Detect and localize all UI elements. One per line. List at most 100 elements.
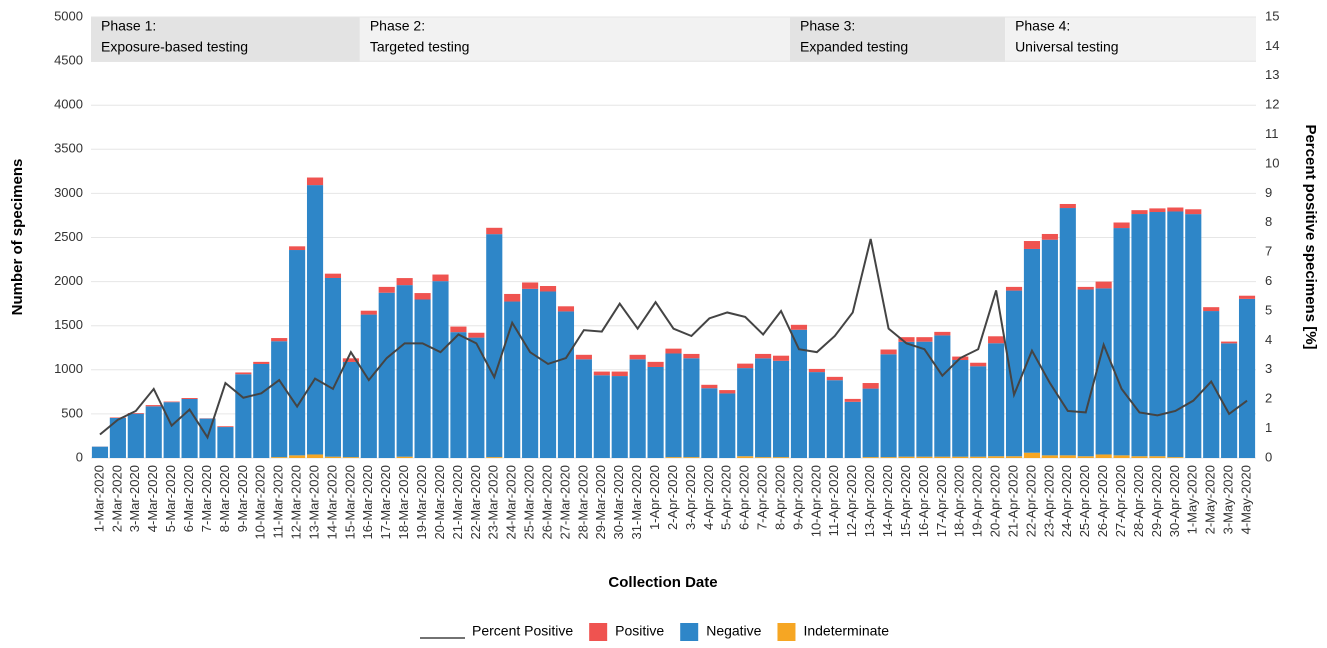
bar-segment (397, 457, 413, 458)
bar-segment (1239, 296, 1255, 299)
bar-segment (397, 285, 413, 457)
bar-segment (325, 457, 341, 458)
bar-segment (701, 388, 717, 458)
bar-segment (1131, 214, 1147, 456)
phase-label: Exposure-based testing (101, 39, 248, 55)
y-tick-label: 3500 (54, 141, 83, 156)
bar-segment (235, 372, 251, 374)
bar-segment (1167, 457, 1183, 458)
x-tick-label: 5-Mar-2020 (163, 465, 178, 532)
bar-segment (307, 178, 323, 186)
bar-segment (845, 399, 861, 402)
x-tick-label: 30-Apr-2020 (1167, 465, 1182, 537)
bar-segment (271, 341, 287, 457)
y2-tick-label: 8 (1265, 214, 1272, 229)
bar-segment (1060, 455, 1076, 458)
bar-segment (881, 457, 897, 458)
bar-segment (325, 274, 341, 278)
bar-segment (1221, 343, 1237, 458)
x-tick-label: 20-Mar-2020 (432, 465, 447, 539)
bar-segment (773, 361, 789, 457)
bar-segment (648, 367, 664, 458)
x-tick-label: 21-Mar-2020 (450, 465, 465, 539)
y-tick-label: 3000 (54, 185, 83, 200)
bar-segment (898, 457, 914, 458)
y2-tick-label: 14 (1265, 38, 1279, 53)
bar-segment (630, 355, 646, 359)
bar-segment (881, 354, 897, 457)
bar-segment (612, 376, 628, 458)
bar-segment (1167, 208, 1183, 212)
x-tick-label: 29-Apr-2020 (1149, 465, 1164, 537)
bar-segment (612, 372, 628, 376)
x-tick-label: 15-Apr-2020 (898, 465, 913, 537)
y2-tick-label: 3 (1265, 361, 1272, 376)
y-tick-label: 2500 (54, 229, 83, 244)
bar-segment (773, 356, 789, 361)
y2-tick-label: 7 (1265, 244, 1272, 259)
bar-segment (773, 457, 789, 458)
bar-segment (755, 358, 771, 457)
bar-segment (1131, 210, 1147, 214)
x-tick-label: 5-Apr-2020 (719, 465, 734, 530)
bar-segment (1221, 342, 1237, 344)
x-tick-label: 18-Apr-2020 (952, 465, 967, 537)
x-tick-label: 22-Mar-2020 (468, 465, 483, 539)
y2-tick-label: 9 (1265, 185, 1272, 200)
x-tick-label: 17-Mar-2020 (378, 465, 393, 539)
bar-segment (630, 359, 646, 458)
phase-title: Phase 2: (370, 18, 425, 34)
bar-segment (665, 457, 681, 458)
bar-segment (719, 390, 735, 393)
bar-segment (952, 457, 968, 458)
bar-segment (522, 289, 538, 458)
x-tick-label: 8-Mar-2020 (217, 465, 232, 532)
bar-segment (755, 457, 771, 458)
bar-segment (791, 325, 807, 330)
bar-segment (217, 427, 233, 458)
bar-segment (379, 293, 395, 458)
x-tick-label: 15-Mar-2020 (342, 465, 357, 539)
bar-segment (1006, 291, 1022, 457)
bar-segment (271, 457, 287, 458)
bar-segment (271, 338, 287, 341)
y2-tick-label: 2 (1265, 391, 1272, 406)
bar-segment (432, 281, 448, 458)
bar-segment (1006, 456, 1022, 458)
y-tick-label: 4000 (54, 97, 83, 112)
bar-segment (1114, 223, 1130, 229)
x-tick-label: 26-Apr-2020 (1095, 465, 1110, 537)
bar-segment (863, 383, 879, 389)
bar-segment (970, 366, 986, 456)
bar-segment (737, 368, 753, 456)
x-tick-label: 3-Apr-2020 (683, 465, 698, 530)
bar-segment (1024, 241, 1040, 249)
x-tick-label: 11-Apr-2020 (826, 465, 841, 536)
bar-segment (289, 455, 305, 458)
x-tick-label: 6-Mar-2020 (181, 465, 196, 532)
legend-swatch (589, 623, 607, 641)
x-tick-label: 12-Apr-2020 (844, 465, 859, 537)
y2-tick-label: 10 (1265, 155, 1279, 170)
bar-segment (683, 354, 699, 358)
x-tick-label: 1-Apr-2020 (647, 465, 662, 530)
x-tick-label: 4-Mar-2020 (145, 465, 160, 532)
x-tick-label: 25-Mar-2020 (522, 465, 537, 539)
y2-tick-label: 6 (1265, 273, 1272, 288)
x-tick-label: 25-Apr-2020 (1077, 465, 1092, 537)
bar-segment (540, 286, 556, 291)
bar-segment (809, 372, 825, 458)
bar-segment (558, 311, 574, 458)
y-tick-label: 0 (76, 449, 83, 464)
phase-title: Phase 3: (800, 18, 855, 34)
x-tick-label: 31-Mar-2020 (629, 465, 644, 539)
bar-segment (1149, 212, 1165, 456)
bar-segment (701, 385, 717, 388)
bar-segment (343, 362, 359, 457)
x-tick-label: 24-Apr-2020 (1059, 465, 1074, 537)
x-tick-label: 26-Mar-2020 (539, 465, 554, 539)
x-tick-label: 19-Mar-2020 (414, 465, 429, 539)
y2-tick-label: 0 (1265, 449, 1272, 464)
x-tick-label: 8-Apr-2020 (772, 465, 787, 530)
